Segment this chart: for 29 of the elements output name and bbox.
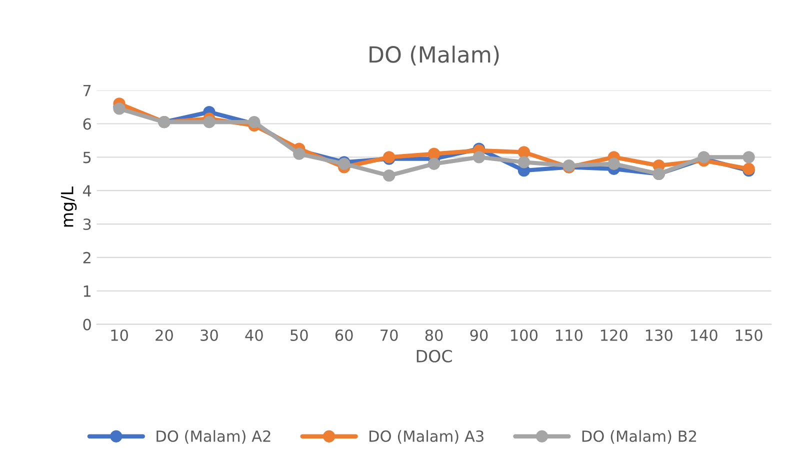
- legend-label: DO (Malam) A3: [370, 430, 484, 444]
- x-tick-label: 80: [425, 329, 443, 342]
- x-tick-label: 40: [245, 329, 263, 342]
- legend-label: DO (Malam) B2: [582, 430, 696, 444]
- x-tick-label: 150: [736, 329, 762, 342]
- y-tick-label: 6: [83, 118, 91, 130]
- x-tick-label: 110: [556, 329, 582, 342]
- x-tick-label: 10: [111, 329, 128, 342]
- y-tick-label: 2: [83, 252, 90, 264]
- y-tick-label: 1: [84, 286, 91, 297]
- x-tick-label: 140: [690, 329, 718, 342]
- x-tick-label: 20: [156, 329, 173, 342]
- x-tick-label: 120: [600, 329, 628, 342]
- y-tick-label: 4: [82, 185, 92, 196]
- x-tick-label: 100: [511, 329, 538, 342]
- legend-label: DO (Malam) A2: [156, 430, 270, 444]
- y-tick-label: 3: [83, 218, 91, 230]
- x-tick-label: 60: [335, 329, 353, 342]
- x-tick-label: 90: [470, 329, 488, 342]
- y-tick-label: 5: [83, 152, 91, 164]
- x-tick-label: 70: [380, 329, 398, 342]
- y-axis-title: mg/L: [61, 186, 77, 227]
- chart-title: DO (Malam): [370, 46, 499, 66]
- y-tick-label: 7: [83, 84, 91, 96]
- x-axis-title: DOC: [416, 350, 452, 362]
- y-tick-label: 0: [83, 318, 91, 330]
- x-tick-label: 50: [290, 329, 308, 342]
- x-tick-label: 30: [200, 329, 218, 342]
- x-tick-label: 130: [646, 329, 672, 342]
